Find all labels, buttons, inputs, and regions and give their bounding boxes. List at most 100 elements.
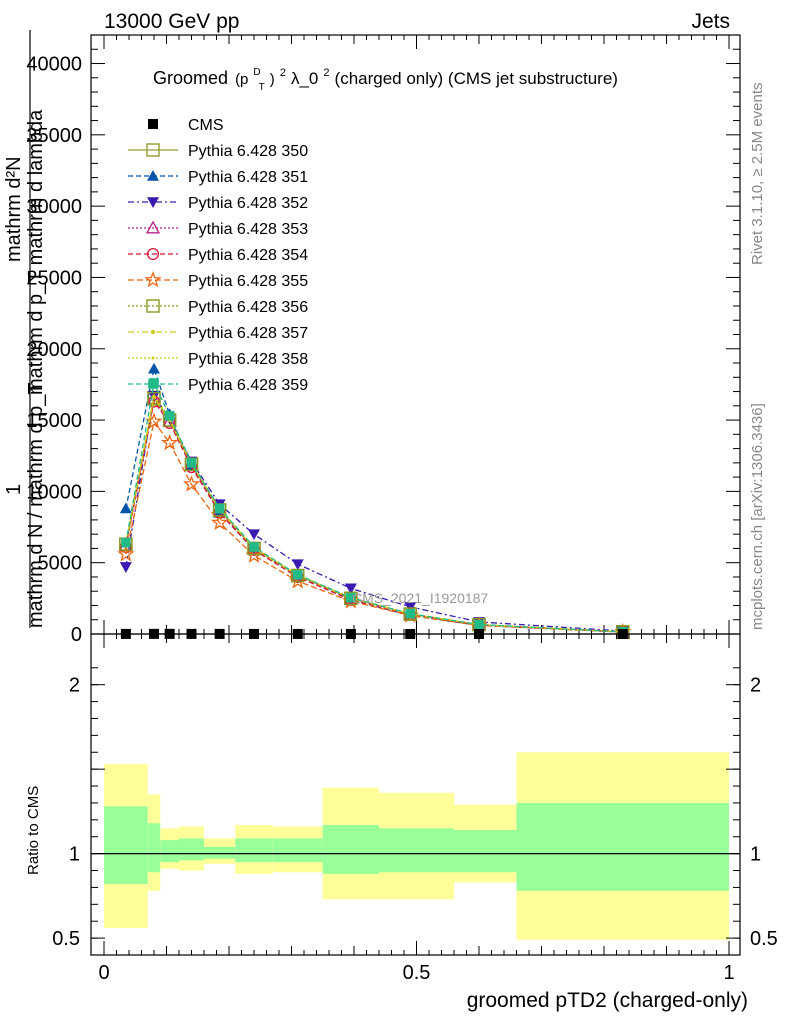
series-point-5 xyxy=(182,475,201,492)
series-point-9 xyxy=(186,458,197,468)
watermark: CMS_2021_I1920187 xyxy=(352,590,488,606)
mcplots-label: mcplots.cern.ch [arXiv:1306.3436] xyxy=(749,403,766,630)
series-point-5 xyxy=(160,433,179,451)
legend-label-1: Pythia 6.428 350 xyxy=(188,143,308,160)
xtick-label: 0 xyxy=(98,962,109,984)
series-point-9 xyxy=(121,537,131,548)
series-point-1 xyxy=(148,362,160,374)
legend-marker-2 xyxy=(147,170,159,181)
series-point-9 xyxy=(292,570,303,580)
main-ytick-label: 5000 xyxy=(38,553,83,575)
series-point-9 xyxy=(405,608,416,619)
header-left: 13000 GeV pp xyxy=(104,10,239,33)
ratio-ytick-label-right: 1 xyxy=(750,844,761,866)
legend-marker-1 xyxy=(146,143,160,157)
legend-label-6: Pythia 6.428 355 xyxy=(188,273,308,290)
series-point-5 xyxy=(289,572,307,589)
legend-marker-8 xyxy=(150,329,156,335)
ylabel-norm: mathrm d N / mathrm d p_T xyxy=(25,382,47,628)
legend-label-5: Pythia 6.428 354 xyxy=(188,247,308,264)
series-point-2 xyxy=(248,529,260,541)
main-axes: 0 5000 10000 15000 20000 25000 30000 35000 40000 xyxy=(26,34,741,646)
series-point-6 xyxy=(344,591,358,606)
series-point-9 xyxy=(164,410,175,421)
title-sup-d: D xyxy=(253,67,260,78)
ratio-band-inner-1 xyxy=(147,823,161,873)
legend-label-7: Pythia 6.428 356 xyxy=(188,299,308,316)
series-point-2 xyxy=(291,559,304,571)
legend-label-10: Pythia 6.428 359 xyxy=(188,377,308,394)
series-point-5 xyxy=(211,513,229,531)
main-ytick-label: 35000 xyxy=(26,125,82,147)
legend-label-2: Pythia 6.428 351 xyxy=(188,169,308,186)
main-ytick-label: 25000 xyxy=(26,267,82,289)
title-lambda: λ_0 xyxy=(291,69,318,88)
ylabel-denominator: mathrm d p_T mathrm d lambda xyxy=(25,109,47,395)
series-point-9 xyxy=(249,542,259,552)
ylabel-main: mathrm d²N mathrm d p_T mathrm d lambda … xyxy=(3,30,47,628)
ratio-bands xyxy=(104,752,729,940)
ratio-ytick-label: 1 xyxy=(69,844,80,866)
legend: CMS Pythia 6.428 350 Pythia 6.428 351 Pythi… xyxy=(128,117,308,394)
series-point-2 xyxy=(119,562,132,573)
xtick-label: 1 xyxy=(723,962,734,984)
title-close: ) xyxy=(270,71,275,88)
ratio-frame xyxy=(90,633,741,956)
ratio-ytick-label: 2 xyxy=(69,675,80,697)
main-ytick-label: 15000 xyxy=(26,410,82,432)
legend-label-9: Pythia 6.428 358 xyxy=(188,351,308,368)
legend-marker-9 xyxy=(151,356,155,360)
title-sup-2: 2 xyxy=(280,67,286,79)
title-sub-t: T xyxy=(259,82,265,93)
ratio-band-inner-2 xyxy=(160,840,179,863)
title-suffix: (charged only) (CMS jet substructure) xyxy=(335,69,618,88)
series-point-5 xyxy=(117,545,135,562)
main-ytick-label: 0 xyxy=(71,624,82,646)
ratio-band-inner-7 xyxy=(322,824,379,874)
series-point-2 xyxy=(344,583,357,595)
main-ytick-label: 20000 xyxy=(26,339,82,361)
main-ytick-label: 40000 xyxy=(26,54,82,76)
series-point-1 xyxy=(119,502,132,514)
ylabel-one: 1 xyxy=(3,484,25,495)
title-prefix: Groomed xyxy=(153,68,228,88)
title-sup-2b: 2 xyxy=(323,67,329,79)
rivet-label: Rivet 3.1.10, ≥ 2.5M events xyxy=(749,83,766,266)
xlabel: groomed pTD2 (charged-only) xyxy=(467,989,748,1012)
legend-label-3: Pythia 6.428 352 xyxy=(188,195,308,212)
series-line-5 xyxy=(125,419,623,633)
legend-label-0: CMS xyxy=(188,117,224,134)
title-p: (p xyxy=(235,71,248,88)
legend-marker-7 xyxy=(146,299,160,313)
legend-marker-5 xyxy=(146,247,160,261)
legend-marker-10 xyxy=(148,379,158,389)
ratio-band-inner-4 xyxy=(204,846,236,859)
main-ytick-label: 30000 xyxy=(26,196,82,218)
series-point-9 xyxy=(346,592,356,603)
ratio-band-inner-8 xyxy=(379,828,454,873)
series-point-6 xyxy=(291,568,305,583)
ratio-ytick-label-right: 2 xyxy=(750,675,761,697)
ratio-ytick-label: 0.5 xyxy=(52,928,80,950)
series-point-9 xyxy=(214,503,225,514)
plot-title: Groomed (p D T ) 2 λ_0 2 (charged only) … xyxy=(153,59,618,94)
series-point-5 xyxy=(145,412,163,429)
legend-marker-6 xyxy=(144,270,162,288)
legend-label-4: Pythia 6.428 353 xyxy=(188,221,308,238)
ratio-band-inner-6 xyxy=(272,838,323,863)
series-point-5 xyxy=(245,546,263,563)
ratio-band-inner-3 xyxy=(179,838,204,861)
series-point-8 xyxy=(152,394,156,398)
header-right: Jets xyxy=(691,10,730,33)
ratio-band-inner-10 xyxy=(516,802,729,891)
main-ytick-label: 10000 xyxy=(26,481,82,503)
legend-label-8: Pythia 6.428 357 xyxy=(188,325,308,342)
legend-marker-4 xyxy=(145,220,161,234)
ratio-band-inner-9 xyxy=(454,829,517,873)
ratio-ytick-label-right: 0.5 xyxy=(750,928,778,950)
legend-marker-0 xyxy=(148,119,158,129)
ratio-band-inner-0 xyxy=(104,806,148,885)
xtick-label: 0.5 xyxy=(403,962,431,984)
